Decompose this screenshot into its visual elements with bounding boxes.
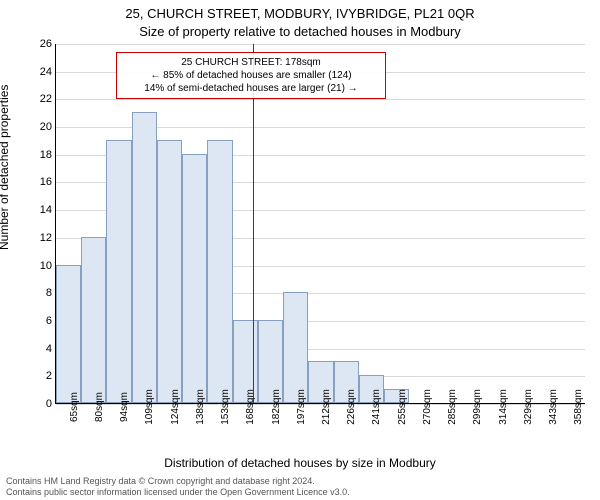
x-tick-label: 255sqm xyxy=(397,389,408,425)
y-tick-label: 14 xyxy=(40,204,52,216)
x-tick-label: 241sqm xyxy=(371,389,382,425)
annotation-line-3: 14% of semi-detached houses are larger (… xyxy=(123,82,379,95)
y-tick-label: 24 xyxy=(40,66,52,78)
x-axis-label: Distribution of detached houses by size … xyxy=(0,456,600,470)
histogram-bar xyxy=(56,265,81,403)
x-tick-label: 343sqm xyxy=(548,389,559,425)
y-tick-label: 16 xyxy=(40,176,52,188)
y-tick-label: 20 xyxy=(40,121,52,133)
gridline xyxy=(56,44,585,45)
y-tick-label: 6 xyxy=(46,315,52,327)
y-tick-label: 22 xyxy=(40,93,52,105)
x-tick-label: 299sqm xyxy=(472,389,483,425)
x-tick-label: 212sqm xyxy=(321,389,332,425)
x-tick-label: 80sqm xyxy=(94,392,105,422)
y-tick-label: 8 xyxy=(46,287,52,299)
footer-line-1: Contains HM Land Registry data © Crown c… xyxy=(6,476,594,487)
x-tick-label: 138sqm xyxy=(195,389,206,425)
chart-plot-area: 0246810121416182022242665sqm80sqm94sqm10… xyxy=(55,44,585,404)
x-tick-label: 124sqm xyxy=(170,389,181,425)
x-tick-label: 65sqm xyxy=(69,392,80,422)
footer-attribution: Contains HM Land Registry data © Crown c… xyxy=(0,474,600,500)
x-tick-label: 182sqm xyxy=(271,389,282,425)
annotation-box: 25 CHURCH STREET: 178sqm ← 85% of detach… xyxy=(116,52,386,99)
y-tick-label: 18 xyxy=(40,149,52,161)
y-tick-label: 0 xyxy=(46,398,52,410)
gridline xyxy=(56,99,585,100)
y-tick-label: 10 xyxy=(40,260,52,272)
histogram-bar xyxy=(283,292,308,403)
histogram-bar xyxy=(106,140,131,403)
x-tick-label: 329sqm xyxy=(523,389,534,425)
y-tick-label: 2 xyxy=(46,370,52,382)
y-axis-label: Number of detached properties xyxy=(0,85,11,250)
histogram-bar xyxy=(132,112,157,403)
y-tick-label: 12 xyxy=(40,232,52,244)
histogram-bar xyxy=(81,237,106,403)
histogram-bar xyxy=(157,140,182,403)
x-tick-label: 153sqm xyxy=(220,389,231,425)
histogram-bar xyxy=(207,140,232,403)
x-tick-label: 226sqm xyxy=(346,389,357,425)
annotation-line-2: ← 85% of detached houses are smaller (12… xyxy=(123,69,379,82)
y-tick-label: 26 xyxy=(40,38,52,50)
y-tick-label: 4 xyxy=(46,343,52,355)
footer-line-2: Contains public sector information licen… xyxy=(6,487,594,498)
x-tick-label: 94sqm xyxy=(119,392,130,422)
histogram-bar xyxy=(182,154,207,403)
title-line-1: 25, CHURCH STREET, MODBURY, IVYBRIDGE, P… xyxy=(0,6,600,21)
x-tick-label: 197sqm xyxy=(296,389,307,425)
x-tick-label: 314sqm xyxy=(498,389,509,425)
x-tick-label: 109sqm xyxy=(144,389,155,425)
x-tick-label: 358sqm xyxy=(573,389,584,425)
title-line-2: Size of property relative to detached ho… xyxy=(0,24,600,39)
annotation-line-1: 25 CHURCH STREET: 178sqm xyxy=(123,56,379,69)
x-tick-label: 168sqm xyxy=(245,389,256,425)
x-tick-label: 285sqm xyxy=(447,389,458,425)
x-tick-label: 270sqm xyxy=(422,389,433,425)
